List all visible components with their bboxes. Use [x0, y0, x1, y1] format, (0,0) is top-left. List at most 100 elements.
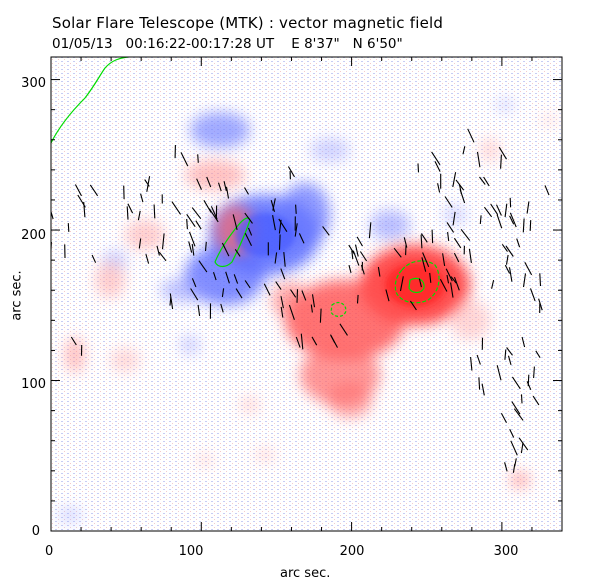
field-vector [429, 272, 432, 283]
field-vector [481, 383, 485, 396]
field-vector [217, 182, 222, 192]
transverse-field-vectors [51, 128, 550, 473]
field-vector [310, 304, 313, 313]
field-vector [244, 187, 249, 195]
field-vector [504, 349, 507, 360]
field-vector [156, 245, 160, 256]
field-vector [453, 252, 460, 263]
field-vector [354, 244, 359, 257]
field-vector [235, 288, 243, 299]
field-vector [399, 276, 404, 292]
field-vector [538, 298, 543, 311]
field-vector [294, 223, 298, 237]
field-vector [89, 184, 99, 197]
field-vector [495, 204, 502, 216]
obs-position-ew: E 8'37" [291, 36, 340, 52]
field-vector [418, 278, 422, 288]
tick-labels: 0 100 200 300 0 100 200 300 [21, 76, 518, 559]
field-vector [348, 244, 355, 255]
field-vector [220, 303, 224, 313]
field-vector [520, 394, 523, 404]
field-vector [533, 366, 535, 379]
field-vector [470, 356, 473, 371]
field-vector [145, 253, 150, 264]
field-vector [509, 212, 517, 228]
field-vector [70, 336, 77, 346]
field-vector [127, 203, 134, 214]
field-vector [459, 189, 466, 204]
field-vector [522, 273, 527, 288]
field-vector [417, 163, 420, 173]
field-vector [514, 458, 517, 467]
x-tick-label: 100 [179, 544, 204, 559]
field-vector [506, 347, 513, 356]
field-vector [468, 248, 472, 263]
field-vector [272, 198, 276, 211]
field-vector [496, 214, 503, 229]
y-tick-label: 0 [32, 524, 40, 539]
field-vector [453, 237, 462, 249]
field-vector [526, 381, 532, 391]
field-vector [535, 350, 541, 358]
field-vector [437, 183, 441, 193]
plot-title: Solar Flare Telescope (MTK) : vector mag… [52, 14, 444, 32]
field-vector [198, 260, 208, 273]
field-vector [460, 228, 471, 241]
field-vector [288, 304, 295, 320]
field-vector [359, 251, 368, 262]
field-vector [446, 274, 450, 284]
field-vector [290, 289, 297, 298]
field-vector [186, 213, 196, 228]
field-vector [490, 203, 499, 216]
field-vector [476, 354, 481, 365]
field-vector [275, 281, 282, 290]
field-vector [188, 231, 196, 247]
field-vector [351, 250, 354, 260]
field-vector [280, 306, 284, 318]
field-vector [223, 181, 227, 192]
field-vector [319, 308, 322, 323]
field-vector [295, 336, 301, 348]
plot-frame [50, 56, 563, 532]
field-vector [442, 253, 446, 266]
field-vector [450, 276, 457, 284]
field-vector [311, 294, 316, 308]
field-vector [186, 218, 188, 230]
field-vector [171, 201, 182, 215]
field-vector [270, 200, 276, 212]
field-vector [191, 207, 202, 220]
field-vector [521, 336, 526, 348]
field-vector [232, 214, 238, 231]
field-vector [300, 333, 304, 350]
field-vector [445, 268, 453, 282]
field-vector [516, 238, 521, 248]
field-vector [301, 290, 307, 301]
field-vector [455, 179, 465, 191]
field-vector [280, 268, 286, 280]
field-vector [191, 278, 197, 288]
field-vector [508, 267, 513, 282]
field-vector [509, 215, 515, 225]
field-vector [491, 279, 495, 289]
field-vector [144, 179, 150, 187]
field-vector [204, 241, 207, 252]
field-vector [439, 279, 448, 292]
field-vector [51, 209, 54, 220]
field-vector [434, 161, 441, 172]
field-vector [195, 220, 202, 230]
field-vector [505, 245, 514, 257]
field-vector [452, 211, 456, 226]
field-vector [452, 172, 457, 188]
y-axis-label: arc sec. [9, 270, 25, 321]
field-vector [233, 274, 239, 284]
field-vector [420, 234, 423, 249]
field-vector [356, 294, 359, 304]
field-vector [483, 206, 493, 218]
field-vector [263, 283, 271, 296]
x-tick-label: 0 [45, 544, 53, 559]
obs-position-ns: N 6'50" [352, 36, 403, 52]
field-vector [234, 248, 241, 257]
field-vector [527, 374, 530, 387]
field-vector [453, 277, 460, 291]
